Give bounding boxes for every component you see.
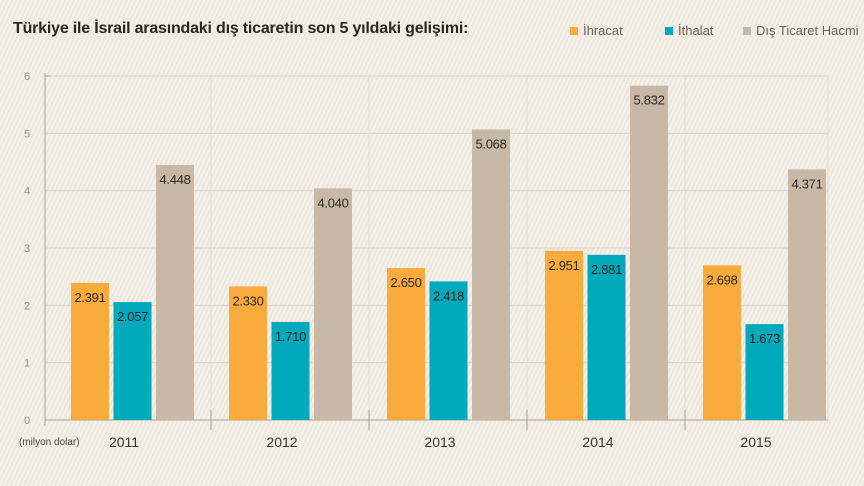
x-tick-label: 2012 — [266, 434, 297, 450]
legend-item-ithalat: İthalat — [665, 23, 713, 38]
data-label: 2.418 — [433, 288, 464, 303]
data-label: 4.371 — [791, 176, 822, 191]
legend-label: İthalat — [678, 23, 714, 38]
y-tick-label: 5 — [24, 128, 30, 140]
bar — [703, 265, 741, 420]
y-tick-label: 2 — [24, 300, 30, 312]
data-label: 2.391 — [74, 290, 105, 305]
legend-swatch — [570, 26, 578, 35]
x-tick-label: 2013 — [424, 434, 455, 450]
bar — [630, 85, 668, 420]
legend-swatch — [743, 26, 751, 35]
data-label: 5.068 — [475, 136, 506, 151]
bar — [113, 302, 152, 420]
bar — [229, 286, 267, 420]
legend-swatch — [665, 26, 673, 35]
y-tick-label: 4 — [24, 186, 30, 198]
data-label: 4.040 — [317, 195, 348, 210]
bar — [472, 129, 510, 420]
bar — [788, 169, 826, 420]
bar — [587, 254, 626, 420]
data-label: 2.650 — [390, 275, 421, 290]
bar — [745, 324, 784, 420]
y-tick-label: 1 — [24, 358, 30, 370]
bar — [71, 282, 109, 420]
legend-item-ihracat: İhracat — [570, 23, 623, 38]
data-label: 2.881 — [591, 262, 622, 277]
data-label: 2.057 — [117, 309, 148, 324]
chart-title: Türkiye ile İsrail arasındaki dış ticare… — [13, 20, 469, 37]
bar — [387, 268, 425, 420]
legend-label: İhracat — [583, 23, 623, 38]
data-label: 2.330 — [232, 293, 263, 308]
bar — [156, 164, 194, 420]
legend-label: Dış Ticaret Hacmi — [756, 23, 859, 38]
bar — [429, 281, 468, 420]
data-label: 5.832 — [633, 93, 664, 108]
data-label: 2.951 — [548, 258, 579, 273]
x-tick-label: 2014 — [582, 434, 613, 450]
bar — [545, 250, 583, 420]
data-label: 4.448 — [159, 172, 190, 187]
data-label: 1.710 — [275, 329, 306, 344]
x-tick-label: 2011 — [109, 434, 139, 450]
y-tick-label: 0 — [24, 415, 30, 427]
bar — [314, 188, 352, 420]
y-tick-label: 3 — [24, 243, 30, 255]
data-label: 2.698 — [706, 272, 737, 287]
data-label: 1.673 — [749, 331, 780, 346]
x-tick-label: 2015 — [740, 434, 771, 450]
legend-item-dis-ticaret-hacmi: Dış Ticaret Hacmi — [743, 23, 859, 38]
y-tick-label: 6 — [24, 71, 30, 83]
bar — [271, 321, 310, 420]
y-axis-unit-label: (milyon dolar) — [19, 437, 80, 448]
